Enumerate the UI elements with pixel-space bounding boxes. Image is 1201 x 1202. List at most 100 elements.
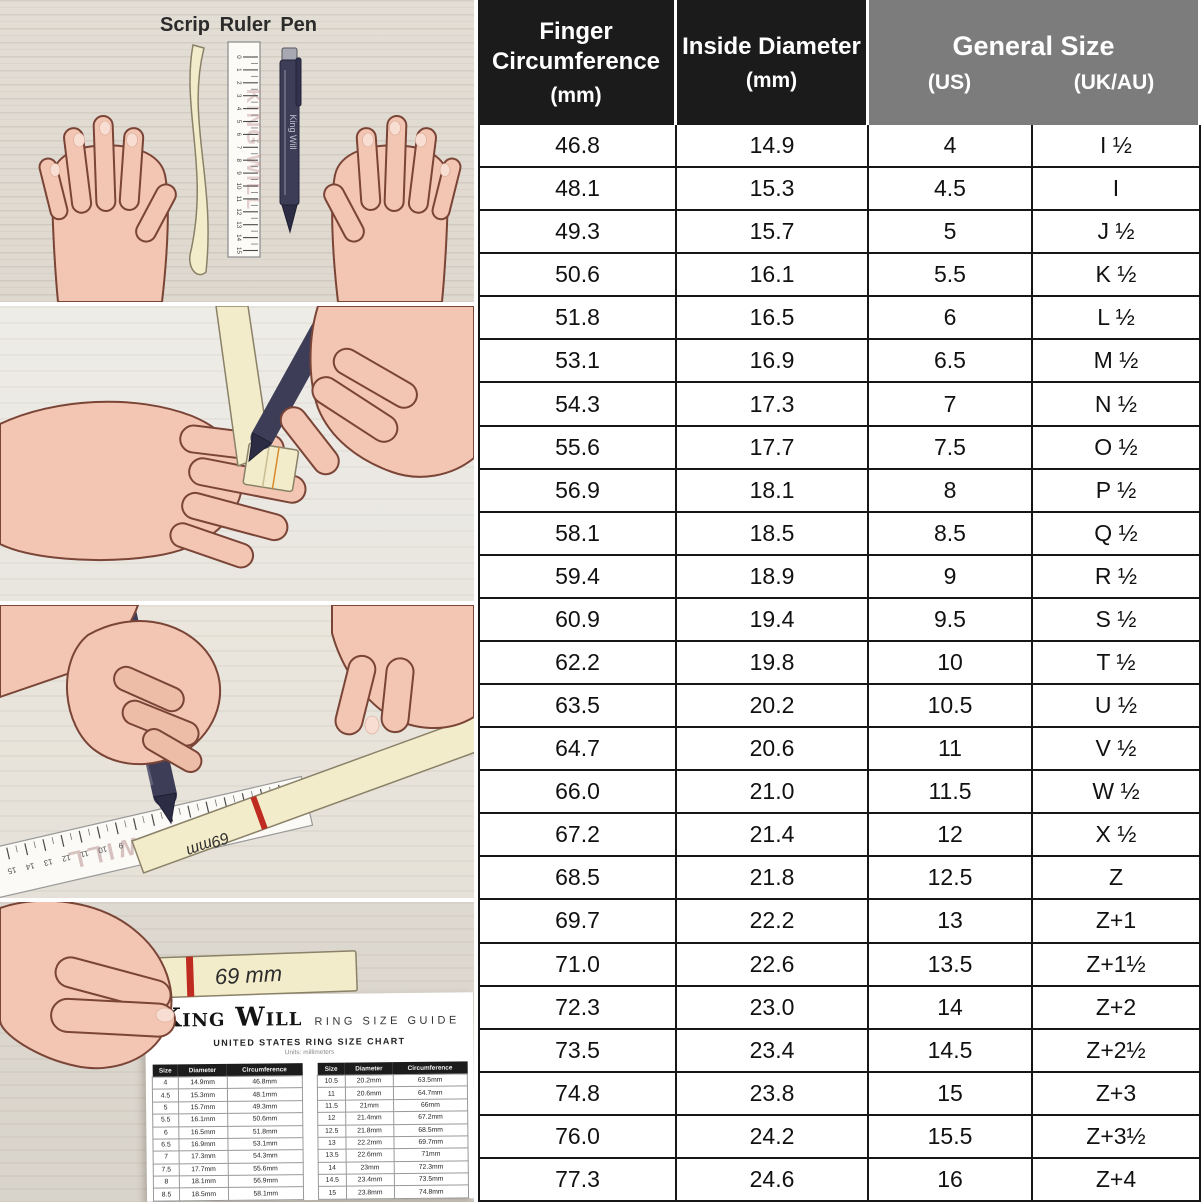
cell-inside-diameter: 23.0 [677,986,869,1030]
cell-inside-diameter: 14.9 [677,125,869,169]
cell-us-size: 9 [869,555,1033,599]
cell-ukau-size: Z [1033,857,1201,901]
cell-inside-diameter: 16.1 [677,254,869,298]
cell-finger-circumference: 63.5 [478,685,677,729]
cell-us-size: 13.5 [869,943,1033,987]
step4-panel-read-result: King Will RING SIZE GUIDE UNITED STATES … [0,902,474,1202]
table-body: 46.8 14.9 4 I ½ 48.1 15.3 4.5 I 49.3 15.… [478,125,1201,1202]
cell-finger-circumference: 64.7 [478,728,677,772]
cell-ukau-size: O ½ [1033,426,1201,470]
cell-inside-diameter: 22.2 [677,900,869,944]
cell-us-size: 10 [869,641,1033,686]
cell-finger-circumference: 73.5 [478,1029,677,1073]
cell-ukau-size: W ½ [1033,771,1201,815]
cell-inside-diameter: 23.8 [677,1072,869,1116]
cell-us-size: 14 [869,986,1033,1030]
cell-ukau-size: Z+1½ [1033,943,1201,987]
cell-ukau-size: S ½ [1033,598,1201,642]
cell-inside-diameter: 18.9 [677,555,869,599]
cell-ukau-size: Z+4 [1033,1158,1201,1202]
paper-strip-icon [188,44,209,276]
table-row: 48.1 15.3 4.5 I [478,168,1201,212]
cell-inside-diameter: 19.8 [677,641,869,686]
cell-us-size: 16 [869,1158,1033,1202]
cell-ukau-size: Z+3½ [1033,1115,1201,1159]
cell-finger-circumference: 49.3 [478,211,677,255]
cell-ukau-size: U ½ [1033,685,1201,729]
svg-text:6: 6 [235,133,242,137]
svg-text:13: 13 [42,857,53,868]
table-row: 77.3 24.6 16 Z+4 [478,1158,1201,1202]
cell-inside-diameter: 17.7 [677,426,869,470]
right-hand-icon [331,605,474,736]
cell-us-size: 12 [869,814,1033,858]
header-ukau: (UK/AU) [1073,71,1155,95]
svg-text:14: 14 [235,234,242,241]
cell-inside-diameter: 21.8 [677,857,869,901]
svg-text:12: 12 [235,208,242,215]
table-row: 72.3 23.0 14 Z+2 [478,986,1201,1030]
cell-us-size: 8.5 [869,512,1033,556]
header-us: (US) [927,71,972,95]
cell-us-size: 15 [869,1072,1033,1116]
header-text: General Size [952,30,1115,61]
cell-us-size: 6.5 [869,340,1033,384]
cell-ukau-size: P ½ [1033,469,1201,513]
table-row: 49.3 15.7 5 J ½ [478,211,1201,255]
left-hand-icon [0,605,222,774]
cell-inside-diameter: 21.4 [677,814,869,858]
cell-finger-circumference: 55.6 [478,426,677,470]
cell-inside-diameter: 20.6 [677,728,869,772]
cell-us-size: 5.5 [869,254,1033,298]
cell-ukau-size: J ½ [1033,211,1201,255]
cell-inside-diameter: 19.4 [677,598,869,642]
cell-finger-circumference: 48.1 [478,168,677,212]
svg-text:0: 0 [235,55,242,59]
cell-us-size: 9.5 [869,598,1033,642]
cell-ukau-size: R ½ [1033,555,1201,599]
svg-text:15: 15 [235,247,242,254]
svg-text:3: 3 [235,94,242,98]
table-row: 51.8 16.5 6 L ½ [478,297,1201,341]
svg-text:11: 11 [79,848,90,859]
svg-text:10: 10 [97,844,108,855]
left-hand-icon [38,115,177,302]
svg-text:9: 9 [117,841,124,851]
cell-us-size: 4.5 [869,168,1033,212]
table-row: 63.5 20.2 10.5 U ½ [478,685,1201,729]
label-scrip: Scrip [160,14,211,36]
table-row: 46.8 14.9 4 I ½ [478,125,1201,169]
pen-icon: King Will [279,47,302,234]
pen-brand: King Will [288,114,298,149]
svg-text:5: 5 [235,120,242,124]
cell-inside-diameter: 24.2 [677,1115,869,1159]
header-text: Circumference [491,48,661,75]
cell-ukau-size: N ½ [1033,383,1201,427]
step4-illustration: 69 mm [0,902,358,1070]
cell-us-size: 7.5 [869,426,1033,470]
cell-us-size: 10.5 [869,685,1033,729]
table-row: 66.0 21.0 11.5 W ½ [478,771,1201,815]
cell-finger-circumference: 68.5 [478,857,677,901]
cell-ukau-size: I ½ [1033,125,1201,169]
cell-finger-circumference: 77.3 [478,1158,677,1202]
svg-text:9: 9 [235,171,242,175]
cell-finger-circumference: 76.0 [478,1115,677,1159]
cell-ukau-size: Q ½ [1033,512,1201,556]
cell-inside-diameter: 18.1 [677,469,869,513]
cell-us-size: 6 [869,297,1033,341]
cell-us-size: 4 [869,125,1033,169]
header-inside-diameter: Inside Diameter (mm) [677,0,869,125]
svg-text:2: 2 [235,81,242,85]
header-general-size: General Size (US) (UK/AU) [869,0,1198,125]
svg-text:13: 13 [235,221,242,228]
cell-ukau-size: T ½ [1033,641,1201,686]
table-row: 76.0 24.2 15.5 Z+3½ [478,1115,1201,1159]
cell-ukau-size: Z+3 [1033,1072,1201,1116]
cell-inside-diameter: 17.3 [677,383,869,427]
cell-finger-circumference: 58.1 [478,512,677,556]
table-row: 56.9 18.1 8 P ½ [478,469,1201,513]
